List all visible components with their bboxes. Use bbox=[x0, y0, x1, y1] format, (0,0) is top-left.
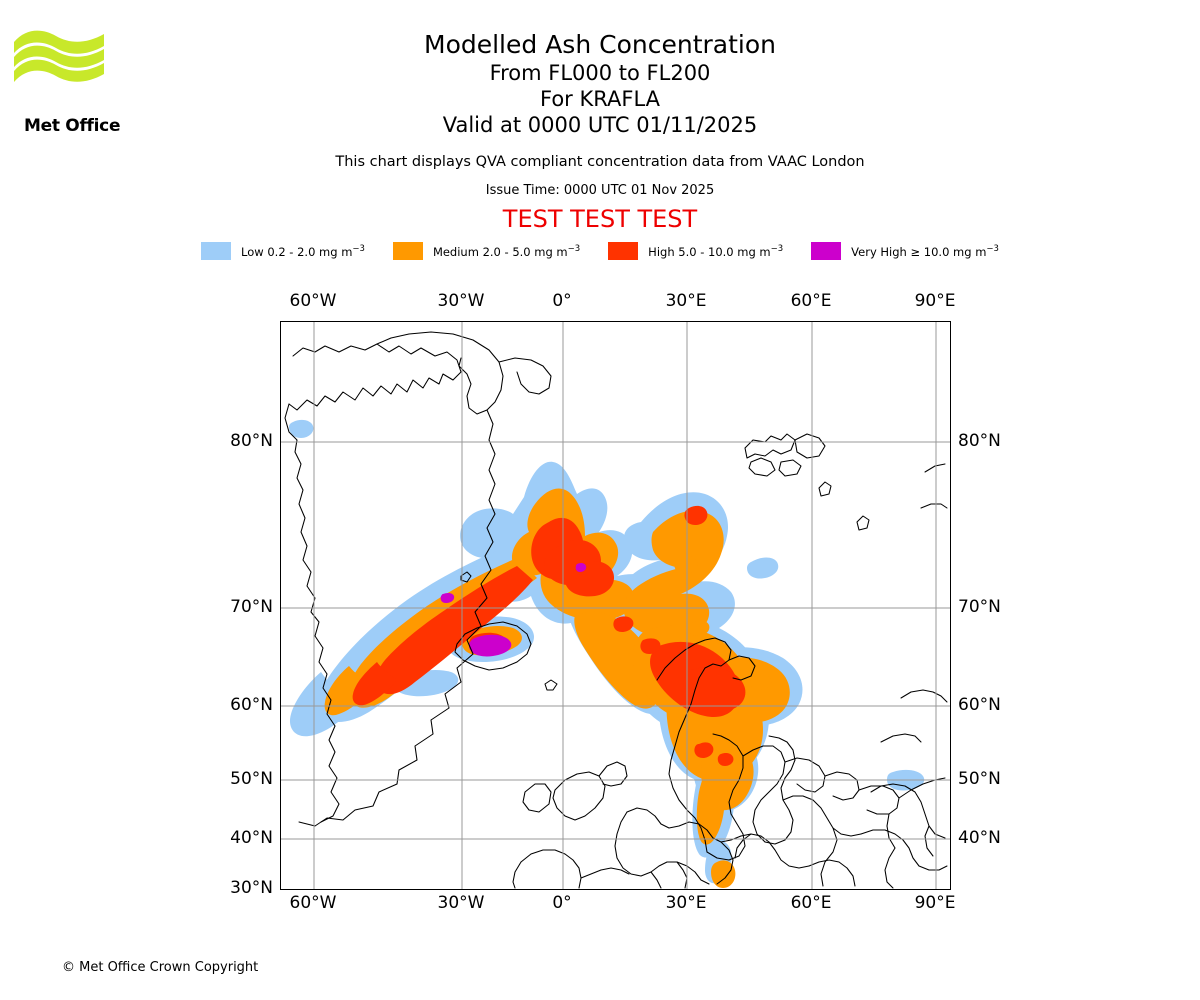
coastlines bbox=[284, 331, 948, 889]
legend-swatch-low bbox=[201, 242, 232, 260]
y-tick-right-2: 60°N bbox=[958, 695, 1001, 715]
x-tick-bottom-4: 60°E bbox=[790, 893, 832, 913]
valid-time: Valid at 0000 UTC 01/11/2025 bbox=[442, 113, 758, 137]
x-tick-bottom-3: 30°E bbox=[665, 893, 707, 913]
copyright-notice: © Met Office Crown Copyright bbox=[62, 960, 259, 975]
met-office-logo: Met Office bbox=[12, 26, 120, 136]
y-tick-right-0: 80°N bbox=[958, 431, 1001, 451]
map-gridlines bbox=[281, 322, 950, 889]
ash-layer-very-high bbox=[440, 562, 587, 657]
legend-item-high: High 5.0 - 10.0 mg m−3 bbox=[608, 242, 783, 260]
legend-label-high: High 5.0 - 10.0 mg m−3 bbox=[648, 243, 784, 259]
y-tick-right-1: 70°N bbox=[958, 597, 1001, 617]
x-tick-bottom-2: 0° bbox=[552, 893, 572, 913]
test-banner: TEST TEST TEST bbox=[502, 205, 698, 233]
issue-time: Issue Time: 0000 UTC 01 Nov 2025 bbox=[485, 183, 715, 198]
x-tick-bottom-1: 30°W bbox=[437, 893, 485, 913]
concentration-legend: Low 0.2 - 2.0 mg m−3 Medium 2.0 - 5.0 mg… bbox=[0, 242, 1200, 260]
legend-swatch-medium bbox=[392, 242, 423, 260]
met-office-waves-icon bbox=[14, 30, 104, 82]
y-tick-left-1: 70°N bbox=[230, 597, 273, 617]
y-tick-left-4: 40°N bbox=[230, 828, 273, 848]
y-tick-left-3: 50°N bbox=[230, 769, 273, 789]
flight-level-range: From FL000 to FL200 bbox=[489, 61, 711, 85]
legend-label-medium: Medium 2.0 - 5.0 mg m−3 bbox=[432, 243, 581, 259]
volcano-name: For KRAFLA bbox=[540, 87, 660, 111]
ash-concentration-map[interactable] bbox=[280, 321, 951, 890]
page-title: Modelled Ash Concentration bbox=[424, 30, 776, 59]
map-frame bbox=[280, 321, 951, 890]
x-tick-top-0: 60°W bbox=[289, 291, 337, 311]
x-tick-top-5: 90°E bbox=[914, 291, 956, 311]
x-tick-top-3: 30°E bbox=[665, 291, 707, 311]
met-office-logo-text: Met Office bbox=[24, 116, 121, 136]
legend-item-medium: Medium 2.0 - 5.0 mg m−3 bbox=[392, 242, 581, 260]
x-tick-bottom-0: 60°W bbox=[289, 893, 337, 913]
map-canvas bbox=[281, 322, 950, 889]
legend-swatch-high bbox=[608, 242, 639, 260]
y-tick-right-3: 50°N bbox=[958, 769, 1001, 789]
legend-swatch-very-high bbox=[811, 242, 842, 260]
y-tick-left-5: 30°N bbox=[230, 878, 273, 898]
y-tick-left-0: 80°N bbox=[230, 431, 273, 451]
x-tick-top-4: 60°E bbox=[790, 291, 832, 311]
qva-disclaimer: This chart displays QVA compliant concen… bbox=[335, 154, 865, 170]
x-tick-top-2: 0° bbox=[552, 291, 572, 311]
legend-label-low: Low 0.2 - 2.0 mg m−3 bbox=[241, 243, 365, 259]
legend-label-very-high: Very High ≥ 10.0 mg m−3 bbox=[851, 243, 999, 259]
y-tick-right-4: 40°N bbox=[958, 828, 1001, 848]
x-tick-bottom-5: 90°E bbox=[914, 893, 956, 913]
x-tick-top-1: 30°W bbox=[437, 291, 485, 311]
legend-item-very-high: Very High ≥ 10.0 mg m−3 bbox=[811, 242, 999, 260]
legend-item-low: Low 0.2 - 2.0 mg m−3 bbox=[201, 242, 365, 260]
y-tick-left-2: 60°N bbox=[230, 695, 273, 715]
chart-header: Modelled Ash Concentration From FL000 to… bbox=[0, 0, 1200, 233]
